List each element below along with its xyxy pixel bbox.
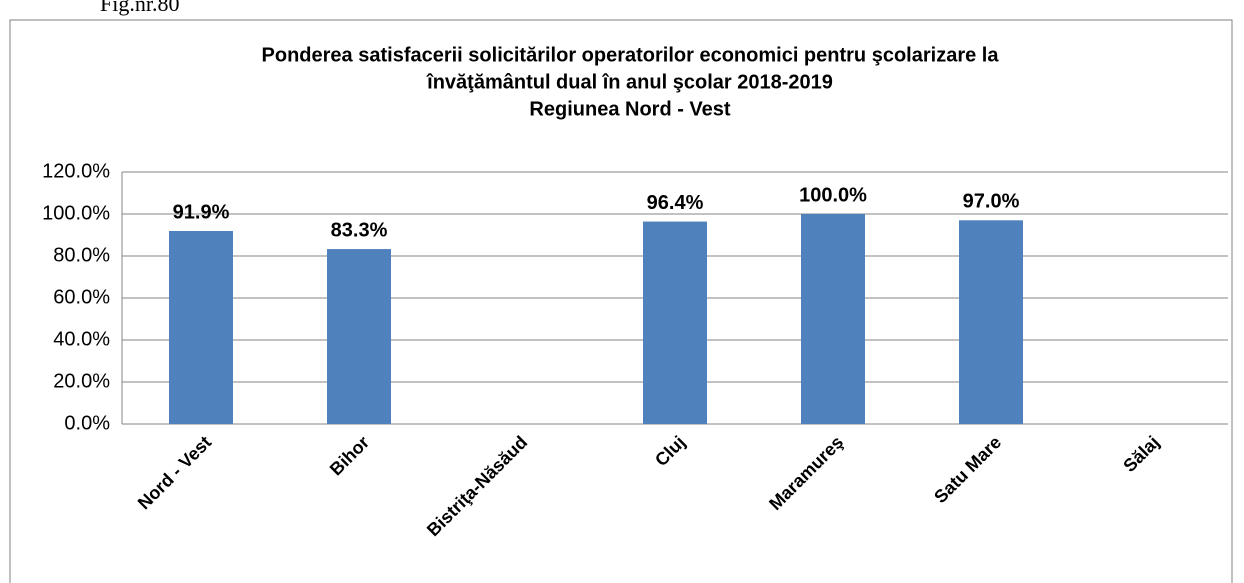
data-label: 91.9% [173,201,230,223]
bar [643,221,707,424]
y-tick-label: 60.0% [53,286,110,308]
y-tick-label: 80.0% [53,244,110,266]
y-tick-label: 0.0% [64,412,110,434]
data-label: 100.0% [799,184,867,206]
figure-caption: Fig.nr.80 [100,0,179,16]
bar [959,220,1023,424]
chart-title: Ponderea satisfacerii solicitărilor oper… [262,44,1000,66]
x-tick-label: Nord - Vest [134,432,215,513]
chart-title: Regiunea Nord - Vest [529,98,730,120]
x-tick-label: Satu Mare [930,432,1005,507]
data-label: 97.0% [963,191,1020,213]
chart-frame [9,19,1233,583]
y-tick-label: 120.0% [42,160,110,182]
chart-title: învăţământul dual în anul şcolar 2018-20… [426,71,833,93]
y-tick-label: 20.0% [53,370,110,392]
y-tick-label: 100.0% [42,202,110,224]
data-label: 83.3% [331,219,388,241]
x-tick-label: Bistriţa-Năsăud [423,432,531,540]
x-tick-label: Bihor [326,432,373,479]
bar [801,214,865,424]
x-tick-label: Maramureş [765,432,847,514]
data-label: 96.4% [647,192,704,214]
bar [169,231,233,424]
bar [327,249,391,424]
y-tick-label: 40.0% [53,328,110,350]
x-tick-label: Sălaj [1119,432,1163,476]
x-tick-label: Cluj [651,432,689,470]
